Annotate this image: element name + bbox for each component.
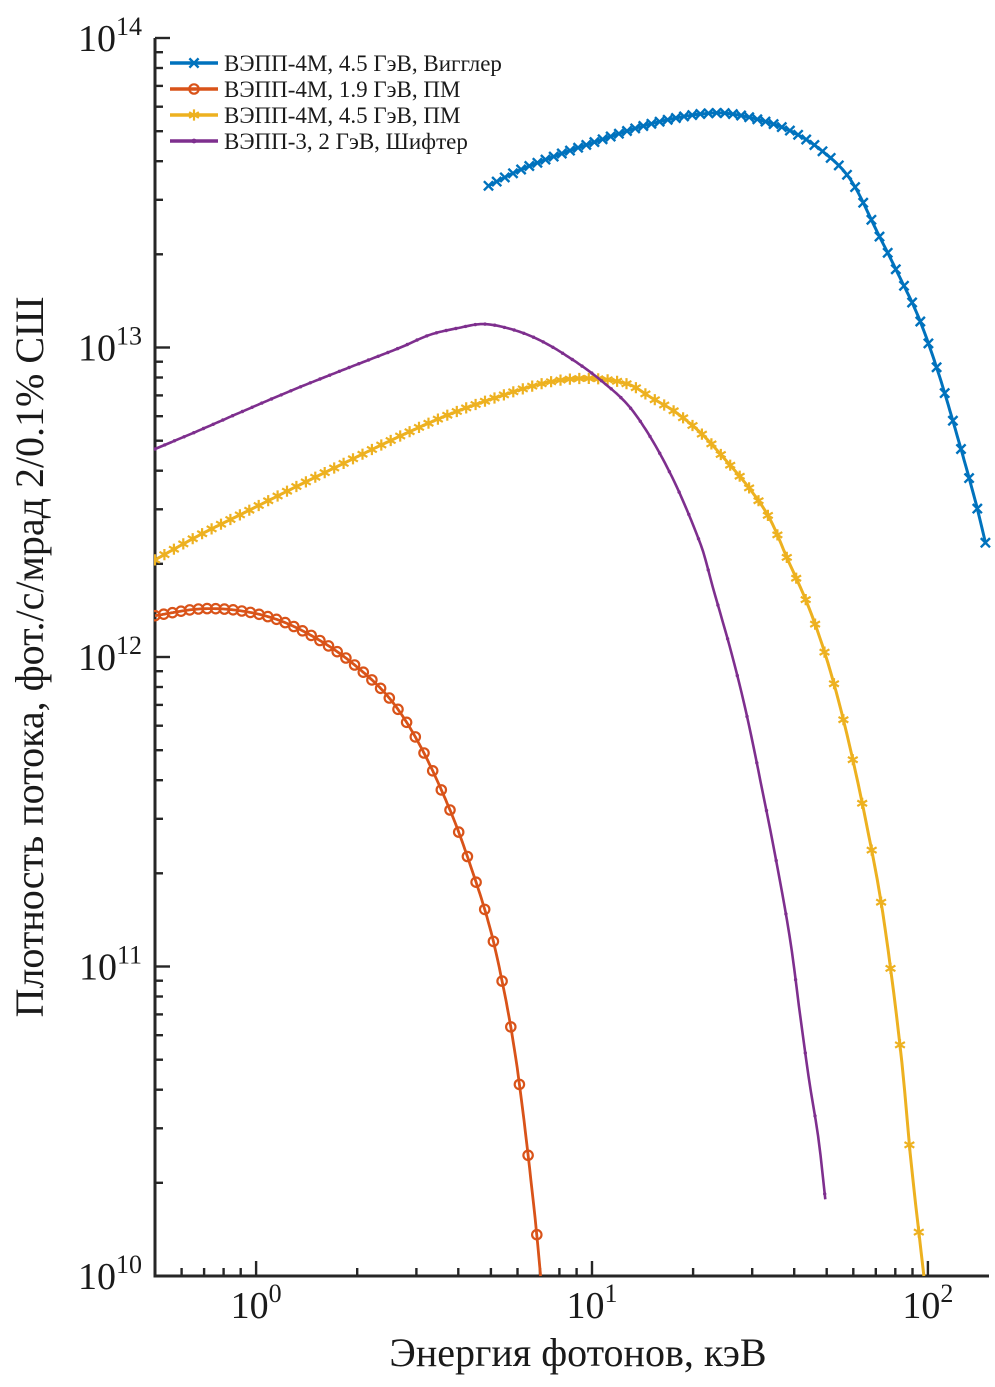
y-tick-label: 1013 [78, 322, 142, 370]
legend-marker-x-icon [188, 57, 200, 69]
legend-item-label: ВЭПП-3, 2 ГэВ, Шифтер [224, 129, 468, 154]
series-1 [154, 602, 543, 1277]
series-2 [154, 372, 926, 1277]
series-line-1 [154, 607, 542, 1277]
legend-item-0: ВЭПП-4М, 4.5 ГэВ, Вигглер [170, 51, 502, 76]
series-markers-1 [154, 602, 543, 1241]
y-tick-label: 1011 [79, 941, 142, 989]
y-tick-label: 1010 [78, 1250, 142, 1298]
legend-item-label: ВЭПП-4М, 1.9 ГэВ, ПМ [224, 77, 460, 102]
legend-item-1: ВЭПП-4М, 1.9 ГэВ, ПМ [170, 77, 460, 102]
series-markers-3 [154, 322, 827, 1196]
legend-item-3: ВЭПП-3, 2 ГэВ, Шифтер [170, 129, 468, 154]
x-tick-label: 102 [902, 1279, 953, 1327]
x-axis-title: Энергия фотонов, кэВ [389, 1330, 767, 1375]
series-markers-2 [154, 372, 925, 1238]
series-markers-0 [483, 107, 991, 549]
series-group [154, 107, 991, 1277]
series-0 [483, 107, 991, 549]
series-line-2 [154, 376, 926, 1277]
x-tick-label: 101 [567, 1279, 618, 1327]
y-axis-title: Плотность потока, фот./с/мрад 2/0.1% СШ [7, 296, 52, 1018]
series-3 [154, 322, 827, 1200]
legend-item-2: ВЭПП-4М, 4.5 ГэВ, ПМ [170, 103, 460, 128]
y-tick-label: 1012 [78, 631, 142, 679]
axes-spines [153, 38, 989, 1278]
y-tick-label: 1014 [78, 12, 142, 60]
legend-marker-.-icon [191, 138, 197, 144]
legend-item-label: ВЭПП-4М, 4.5 ГэВ, ПМ [224, 103, 460, 128]
legend-item-label: ВЭПП-4М, 4.5 ГэВ, Вигглер [224, 51, 502, 76]
axis-ticks [155, 36, 930, 1278]
legend-marker-*-icon [188, 109, 200, 121]
series-line-3 [154, 322, 827, 1200]
legend-marker-o-icon [188, 83, 200, 95]
x-tick-label: 100 [231, 1279, 282, 1327]
